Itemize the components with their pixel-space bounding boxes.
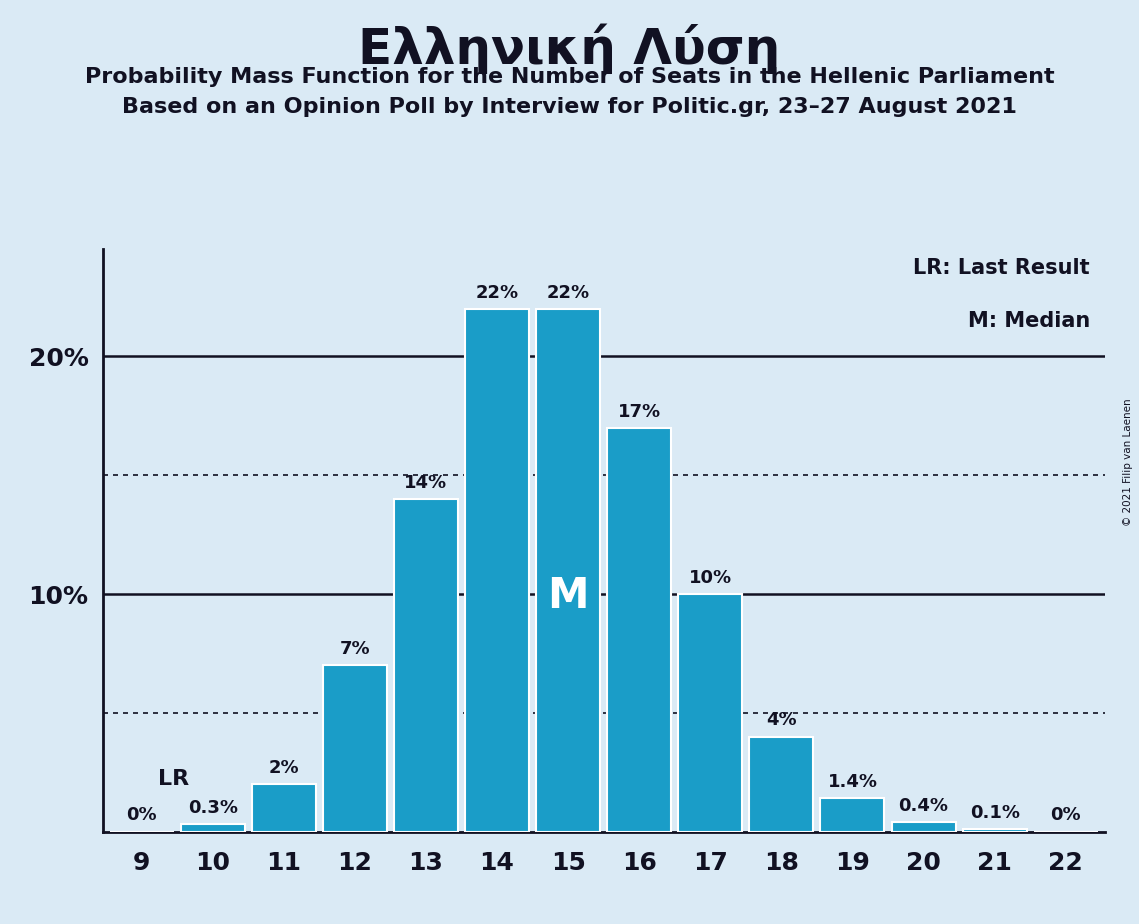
Text: Based on an Opinion Poll by Interview for Politic.gr, 23–27 August 2021: Based on an Opinion Poll by Interview fo…: [122, 97, 1017, 117]
Bar: [962, 829, 1026, 832]
Text: 0.1%: 0.1%: [969, 804, 1019, 822]
Bar: [394, 499, 458, 832]
Bar: [749, 736, 813, 832]
Text: 22%: 22%: [547, 284, 590, 302]
Bar: [679, 594, 743, 832]
Text: LR: Last Result: LR: Last Result: [913, 258, 1090, 278]
Bar: [181, 824, 245, 832]
Text: Ελληνική Λύση: Ελληνική Λύση: [359, 23, 780, 74]
Bar: [607, 428, 671, 832]
Text: 0%: 0%: [1050, 807, 1081, 824]
Text: 2%: 2%: [269, 759, 300, 777]
Bar: [536, 309, 600, 832]
Text: 14%: 14%: [404, 474, 448, 492]
Text: M: Median: M: Median: [967, 310, 1090, 331]
Bar: [465, 309, 528, 832]
Text: Probability Mass Function for the Number of Seats in the Hellenic Parliament: Probability Mass Function for the Number…: [84, 67, 1055, 87]
Bar: [820, 798, 885, 832]
Text: 0.4%: 0.4%: [899, 797, 949, 815]
Text: M: M: [548, 576, 589, 617]
Bar: [322, 665, 387, 832]
Bar: [892, 822, 956, 832]
Text: © 2021 Filip van Laenen: © 2021 Filip van Laenen: [1123, 398, 1133, 526]
Text: 0%: 0%: [126, 807, 157, 824]
Text: 0.3%: 0.3%: [188, 799, 238, 818]
Text: 17%: 17%: [617, 403, 661, 420]
Text: 4%: 4%: [767, 711, 796, 729]
Text: 10%: 10%: [689, 569, 732, 587]
Bar: [252, 784, 316, 832]
Text: 7%: 7%: [339, 640, 370, 658]
Text: 1.4%: 1.4%: [827, 773, 877, 791]
Text: LR: LR: [158, 769, 189, 789]
Text: 22%: 22%: [475, 284, 518, 302]
